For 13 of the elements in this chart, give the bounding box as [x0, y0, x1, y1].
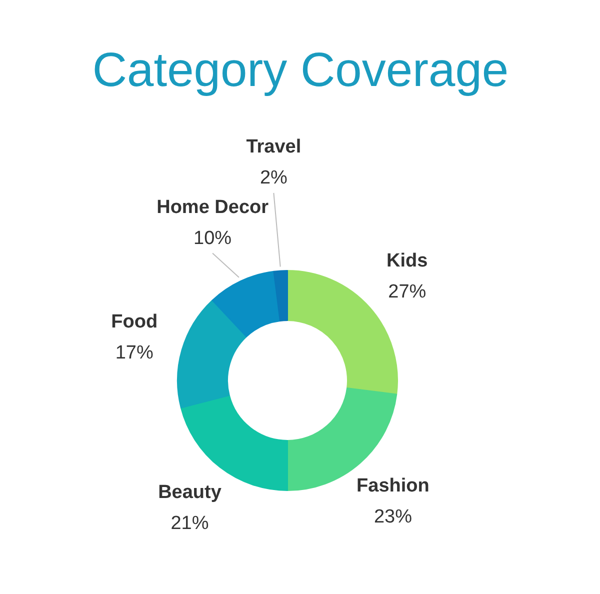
slice-label: Home Decor [156, 196, 270, 218]
chart-title: Category Coverage [92, 44, 509, 97]
slice-label: Travel [246, 136, 302, 158]
slice-label: Food [111, 312, 158, 332]
data-label: 21% [170, 513, 209, 534]
data-label: 23% [374, 506, 412, 528]
data-label: 17% [115, 342, 154, 364]
slice-label: Kids [386, 250, 428, 272]
data-label: 2% [260, 167, 288, 188]
data-label: 27% [388, 282, 426, 303]
slice-label: Beauty [158, 482, 222, 504]
slice-label: Fashion [356, 476, 430, 497]
data-label: 10% [194, 228, 232, 249]
